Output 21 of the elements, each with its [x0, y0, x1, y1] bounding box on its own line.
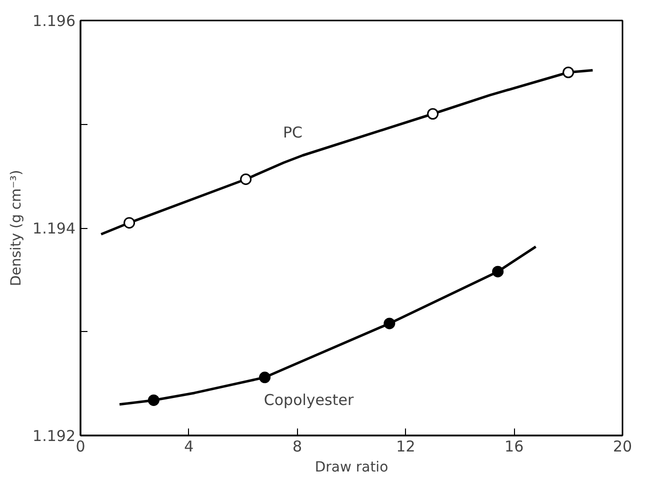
- point: [492, 266, 504, 278]
- x-tick-label: 20: [612, 438, 632, 456]
- y-tick-label: 1.194: [32, 220, 76, 238]
- series-label: Copolyester: [264, 391, 354, 410]
- x-tick-label: 8: [292, 438, 302, 456]
- point: [124, 217, 136, 229]
- point: [562, 66, 574, 78]
- x-tick-label: 12: [396, 438, 416, 456]
- x-tick-label: 16: [504, 438, 524, 456]
- x-tick-label: 4: [184, 438, 194, 456]
- point: [259, 372, 271, 384]
- series-label: PC: [282, 123, 302, 142]
- point: [148, 394, 160, 406]
- point: [384, 318, 396, 330]
- point: [240, 173, 252, 185]
- point: [427, 108, 439, 120]
- y-tick-label: 1.196: [32, 12, 76, 30]
- x-axis-title: Draw ratio: [314, 460, 388, 476]
- x-tick-label: 0: [76, 438, 86, 456]
- y-axis-title: Density (g cm⁻³): [8, 170, 25, 286]
- y-tick-label: 1.192: [32, 427, 76, 445]
